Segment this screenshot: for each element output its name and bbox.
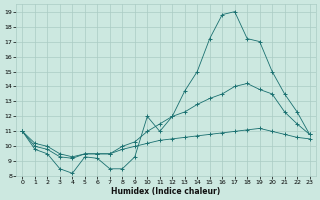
X-axis label: Humidex (Indice chaleur): Humidex (Indice chaleur) xyxy=(111,187,221,196)
